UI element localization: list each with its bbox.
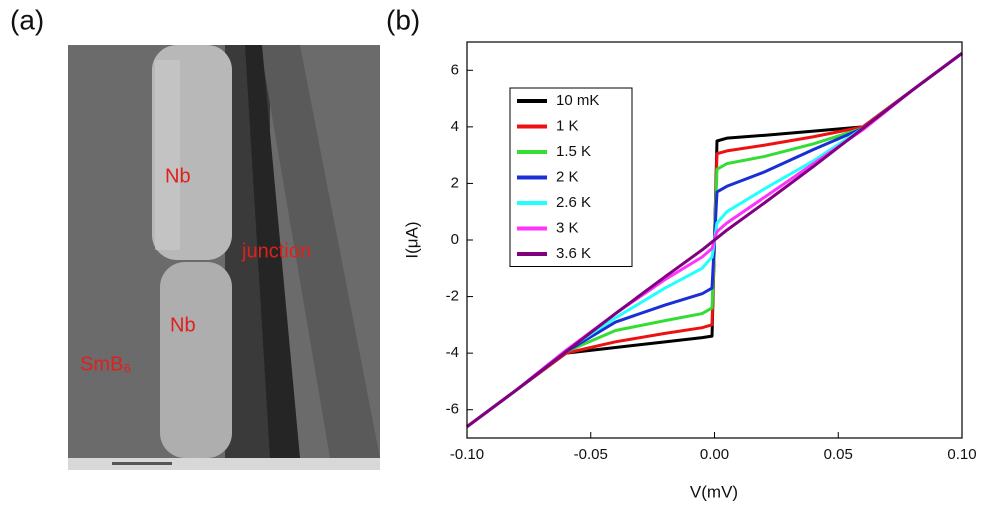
y-tick-label: 0: [451, 231, 459, 248]
legend-label: 1.5 K: [556, 143, 591, 160]
x-tick-label: -0.05: [574, 446, 608, 463]
image-annotation: junction: [241, 240, 311, 262]
plot-frame: [466, 41, 963, 439]
x-axis-title: V(mV): [690, 482, 738, 501]
y-tick-label: 2: [451, 174, 459, 191]
series-line: [466, 52, 963, 428]
legend-label: 1 K: [556, 117, 579, 134]
x-tick-label: 0.00: [700, 446, 729, 463]
legend-label: 2.6 K: [556, 194, 591, 211]
y-tick-label: -2: [446, 288, 459, 305]
x-tick-label: 0.10: [947, 446, 976, 463]
y-tick-label: 6: [451, 61, 459, 78]
sem-image: [68, 45, 380, 470]
panel-label: (b): [386, 4, 420, 35]
legend-label: 3.6 K: [556, 245, 591, 262]
panel-label: (a): [10, 4, 44, 35]
x-tick-label: -0.10: [450, 446, 484, 463]
y-tick-label: -4: [446, 344, 459, 361]
y-tick-label: -6: [446, 401, 459, 418]
x-tick-label: 0.05: [824, 446, 853, 463]
image-annotation: Nb: [170, 314, 196, 336]
image-annotation: Nb: [165, 165, 191, 187]
image-annotation: SmB₆: [80, 353, 131, 375]
legend-label: 2 K: [556, 168, 579, 185]
legend-label: 10 mK: [556, 92, 599, 109]
legend-label: 3 K: [556, 219, 579, 236]
y-axis-title: I(μA): [402, 221, 421, 258]
y-tick-label: 4: [451, 118, 459, 135]
